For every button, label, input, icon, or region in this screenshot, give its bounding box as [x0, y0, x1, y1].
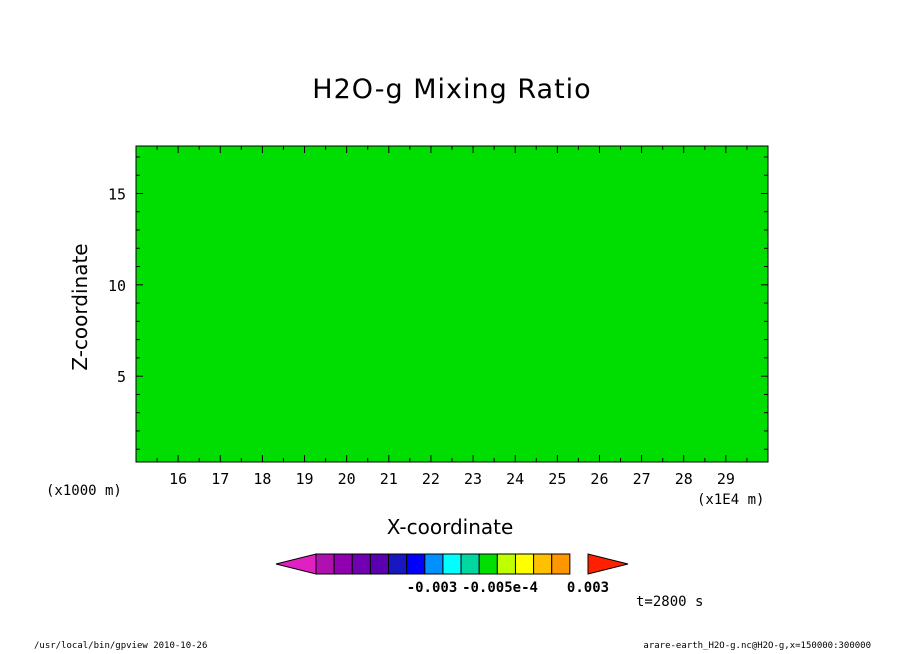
x-tick-label: 23: [464, 470, 482, 488]
y-axis-label: Z-coordinate: [68, 243, 92, 371]
x-tick-label: 19: [296, 470, 314, 488]
x-tick-label: 16: [169, 470, 187, 488]
x-tick-label: 25: [548, 470, 566, 488]
y-tick-label: 5: [117, 368, 126, 386]
x-tick-label: 29: [717, 470, 735, 488]
y-tick-label: 15: [108, 185, 126, 203]
x-tick-label: 20: [338, 470, 356, 488]
background-region: [136, 146, 768, 462]
x-tick-label: 22: [422, 470, 440, 488]
chart-title: H2O-g Mixing Ratio: [312, 74, 592, 105]
colorbar-segment: [533, 553, 553, 575]
colorbar-segment: [369, 553, 390, 575]
colorbar-right-arrow: [587, 553, 629, 575]
x-tick-label: 21: [380, 470, 398, 488]
colorbar-label: 0.003: [567, 580, 609, 596]
colorbar-segment: [333, 553, 353, 575]
colorbar-segment: [424, 553, 444, 575]
y-axis-units: (x1000 m): [46, 483, 122, 499]
colorbar-left-arrow: [275, 553, 317, 575]
colorbar-label: -0.005e-4: [462, 580, 538, 596]
colorbar-segment: [351, 553, 371, 575]
colorbar-segment: [460, 553, 480, 575]
colorbar-segment: [478, 553, 498, 575]
x-tick-label: 18: [253, 470, 271, 488]
time-label: t=2800 s: [636, 594, 704, 610]
colorbar-label: -0.003: [407, 580, 458, 596]
colorbar-segment: [388, 553, 408, 575]
footer-dataset-path: arare-earth_H2O-g.nc@H2O-g,x=150000:3000…: [643, 641, 871, 651]
colorbar-segment: [315, 553, 335, 575]
x-tick-label: 27: [633, 470, 651, 488]
colorbar-segment: [551, 553, 571, 575]
colorbar-segment: [496, 553, 516, 575]
x-tick-label: 26: [590, 470, 608, 488]
colorbar-segment: [442, 553, 462, 575]
x-tick-label: 28: [675, 470, 693, 488]
x-tick-label: 24: [506, 470, 524, 488]
colorbar-segment: [514, 553, 535, 575]
x-axis-label: X-coordinate: [386, 515, 514, 539]
y-tick-label: 10: [108, 277, 126, 295]
footer-program-path: /usr/local/bin/gpview 2010-10-26: [34, 641, 208, 651]
x-tick-label: 17: [211, 470, 229, 488]
colorbar-segment: [406, 553, 426, 575]
x-axis-units: (x1E4 m): [697, 492, 765, 508]
